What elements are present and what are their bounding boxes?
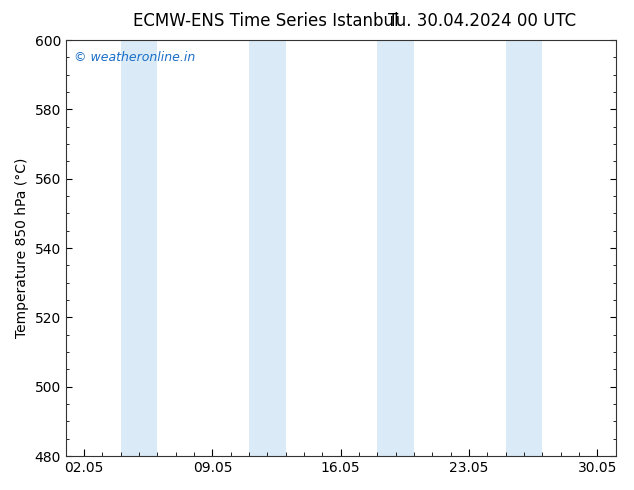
- Bar: [249, 40, 286, 456]
- Text: © weatheronline.in: © weatheronline.in: [74, 50, 195, 64]
- Y-axis label: Temperature 850 hPa (°C): Temperature 850 hPa (°C): [15, 158, 29, 338]
- Bar: [506, 40, 542, 456]
- Text: Tu. 30.04.2024 00 UTC: Tu. 30.04.2024 00 UTC: [388, 12, 576, 30]
- Bar: [377, 40, 414, 456]
- Text: ECMW-ENS Time Series Istanbul: ECMW-ENS Time Series Istanbul: [134, 12, 399, 30]
- Bar: [121, 40, 157, 456]
